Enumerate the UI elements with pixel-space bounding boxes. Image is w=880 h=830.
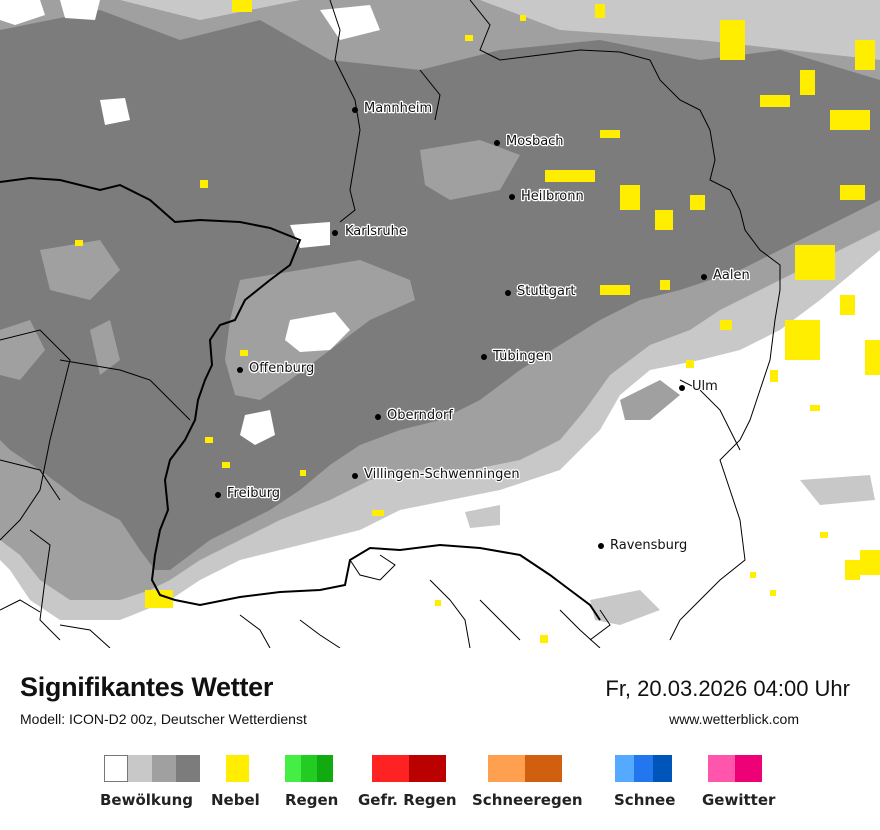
legend-swatch [525,755,562,782]
legend-swatches [285,755,333,782]
legend-swatch [285,755,301,782]
legend-swatch [176,755,200,782]
legend-swatches [488,755,562,782]
city-ravensburg[interactable]: Ravensburg [598,537,689,554]
city-label: Freiburg [227,486,280,501]
legend-nebel: Nebel [211,755,260,809]
city-dot [701,274,707,280]
city-dot [237,367,243,373]
website-link[interactable]: www.wetterblick.com [669,711,799,727]
city-dot [352,473,358,479]
legend-swatch [634,755,653,782]
legend-swatches [708,755,762,782]
city-dot [494,140,500,146]
city-dot [505,290,511,296]
legend-swatch [104,755,128,782]
legend-swatch [615,755,634,782]
legend-label: Schneeregen [472,791,583,809]
legend-bewoelkung: Bewölkung [100,755,200,809]
legend-swatch [708,755,735,782]
city-dot [332,230,338,236]
legend-label: Nebel [211,791,260,809]
city-label: Heilbronn [521,189,584,204]
city-villingen-schwenningen[interactable]: Villingen-Schwenningen [352,466,521,483]
legend-label: Schnee [614,791,676,809]
city-karlsruhe[interactable]: Karlsruhe [332,223,408,240]
region-borders [0,0,781,648]
legend-swatches [226,755,249,782]
city-freiburg[interactable]: Freiburg [215,485,281,502]
forecast-datetime: Fr, 20.03.2026 04:00 Uhr [605,676,850,701]
city-label: Karlsruhe [345,224,407,239]
legend-label: Gefr. Regen [358,791,457,809]
city-label: Villingen-Schwenningen [364,467,520,482]
map-canvas: Mannheim Mosbach Heilbronn Karlsruhe Aal… [0,0,880,648]
legend-swatch [226,755,249,782]
city-label: Mosbach [506,134,564,149]
city-label: Oberndorf [387,408,453,423]
legend-swatch [372,755,409,782]
legend-swatch [488,755,525,782]
legend-label: Bewölkung [100,791,193,809]
city-dot [598,543,604,549]
legend-swatch [735,755,762,782]
city-dot [679,385,685,391]
city-dot [481,354,487,360]
map-title: Signifikantes Wetter [20,672,274,702]
city-dot [375,414,381,420]
legend-schneeregen: Schneeregen [472,755,583,809]
city-label: Tübingen [492,349,552,364]
city-aalen[interactable]: Aalen [701,267,751,284]
legend-swatch [653,755,672,782]
city-stuttgart[interactable]: Stuttgart [505,283,577,300]
country-borders [0,176,601,621]
city-oberndorf[interactable]: Oberndorf [375,407,455,424]
legend-swatch [128,755,152,782]
city-mosbach[interactable]: Mosbach [494,133,565,150]
city-dot [215,492,221,498]
city-mannheim[interactable]: Mannheim [352,100,433,117]
dense-cloud-layer [0,10,880,570]
city-heilbronn[interactable]: Heilbronn [509,188,585,205]
city-ulm[interactable]: Ulm [679,378,719,395]
legend-swatch [152,755,176,782]
city-dot [509,194,515,200]
legend-swatches [615,755,672,782]
city-offenburg[interactable]: Offenburg [237,360,316,377]
city-tuebingen[interactable]: Tübingen [481,348,553,365]
legend-gewitter: Gewitter [702,755,775,809]
legend-swatches [104,755,200,782]
legend-swatch [409,755,446,782]
fog-layer [75,0,880,643]
legend-label: Gewitter [702,791,776,809]
legend-gefr-regen: Gefr. Regen [358,755,457,809]
city-label: Mannheim [364,101,432,116]
legend-label: Regen [285,791,339,809]
city-markers: Mannheim Mosbach Heilbronn Karlsruhe Aal… [215,100,751,554]
legend-swatch [301,755,317,782]
legend-regen: Regen [285,755,338,809]
city-label: Ravensburg [610,538,687,553]
city-label: Offenburg [249,361,314,376]
city-label: Ulm [692,379,718,394]
model-info: Modell: ICON-D2 00z, Deutscher Wetterdie… [20,711,307,727]
city-label: Aalen [713,268,750,283]
legend: Bewölkung Nebel Regen Gefr. Regen Schnee… [0,755,880,815]
city-label: Stuttgart [517,284,575,299]
weather-map[interactable]: Mannheim Mosbach Heilbronn Karlsruhe Aal… [0,0,880,648]
city-dot [352,107,358,113]
legend-swatch [317,755,333,782]
legend-swatches [372,755,446,782]
legend-schnee: Schnee [614,755,675,809]
